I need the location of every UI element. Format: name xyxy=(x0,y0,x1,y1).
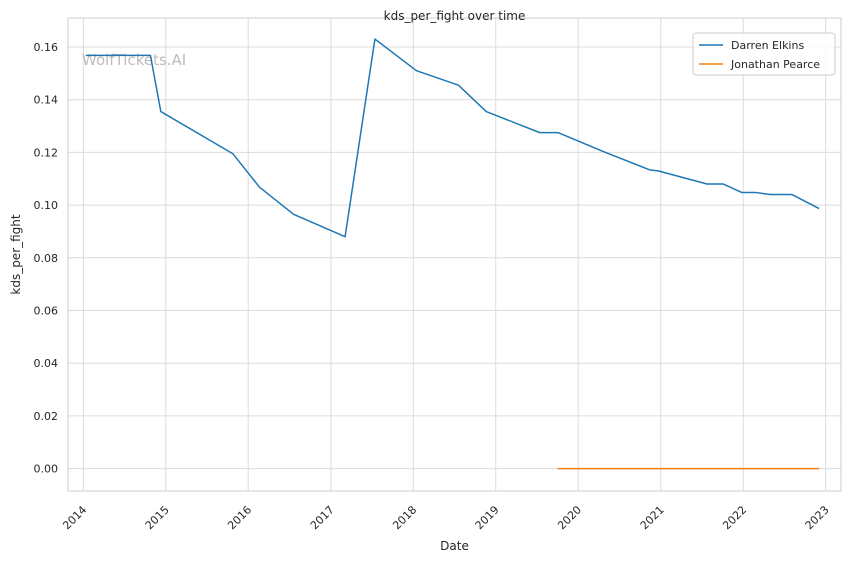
series-group xyxy=(85,38,820,470)
y-tick-label: 0.14 xyxy=(34,94,59,107)
series-line-darren-elkins xyxy=(85,38,820,238)
y-tick-label: 0.12 xyxy=(34,146,59,159)
y-tick-label: 0.08 xyxy=(34,252,59,265)
x-axis: 2014 2015 2016 2017 2018 2019 2020 2021 2022 2023 xyxy=(60,503,831,532)
y-tick-label: 0.10 xyxy=(34,199,59,212)
y-tick-label: 0.16 xyxy=(34,41,59,54)
watermark: WolfTickets.AI xyxy=(82,51,186,69)
legend-label: Darren Elkins xyxy=(731,39,804,52)
y-tick-label: 0.04 xyxy=(34,357,59,370)
plot-area xyxy=(67,17,842,492)
y-axis: 0.00 0.02 0.04 0.06 0.08 0.10 0.12 0.14 0.16 xyxy=(34,41,59,476)
x-axis-label: Date xyxy=(440,539,469,553)
legend-box xyxy=(692,32,836,76)
y-tick-label: 0.00 xyxy=(34,463,59,476)
chart-title: kds_per_fight over time xyxy=(384,9,526,23)
y-tick-label: 0.02 xyxy=(34,410,59,423)
legend: Darren Elkins Jonathan Pearce xyxy=(692,32,836,76)
y-axis-label: kds_per_fight xyxy=(9,214,23,295)
legend-label: Jonathan Pearce xyxy=(730,58,820,71)
y-tick-label: 0.06 xyxy=(34,304,59,317)
grid xyxy=(68,18,841,491)
